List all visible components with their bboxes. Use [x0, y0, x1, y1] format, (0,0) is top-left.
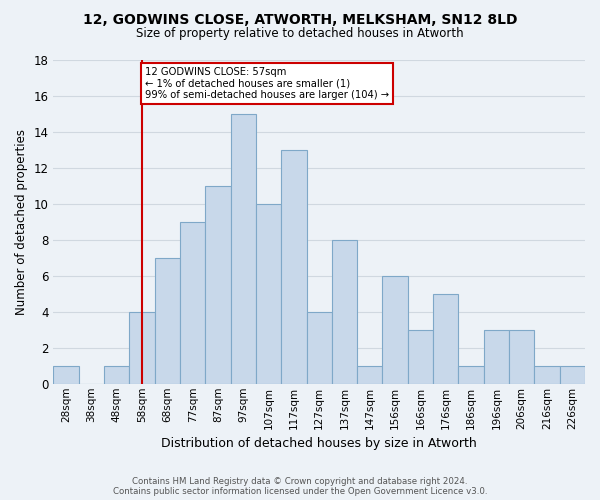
Bar	[535, 366, 560, 384]
Bar	[256, 204, 281, 384]
Bar	[180, 222, 205, 384]
Bar	[332, 240, 357, 384]
Text: 12, GODWINS CLOSE, ATWORTH, MELKSHAM, SN12 8LD: 12, GODWINS CLOSE, ATWORTH, MELKSHAM, SN…	[83, 12, 517, 26]
Bar	[130, 312, 155, 384]
Bar	[53, 366, 79, 384]
Bar	[408, 330, 433, 384]
Bar	[205, 186, 230, 384]
Bar	[458, 366, 484, 384]
Bar	[433, 294, 458, 384]
Bar	[155, 258, 180, 384]
Bar	[560, 366, 585, 384]
Text: 12 GODWINS CLOSE: 57sqm
← 1% of detached houses are smaller (1)
99% of semi-deta: 12 GODWINS CLOSE: 57sqm ← 1% of detached…	[145, 67, 389, 100]
X-axis label: Distribution of detached houses by size in Atworth: Distribution of detached houses by size …	[161, 437, 477, 450]
Y-axis label: Number of detached properties: Number of detached properties	[15, 129, 28, 315]
Bar	[230, 114, 256, 384]
Text: Contains HM Land Registry data © Crown copyright and database right 2024.
Contai: Contains HM Land Registry data © Crown c…	[113, 476, 487, 496]
Text: Size of property relative to detached houses in Atworth: Size of property relative to detached ho…	[136, 28, 464, 40]
Bar	[509, 330, 535, 384]
Bar	[307, 312, 332, 384]
Bar	[382, 276, 408, 384]
Bar	[484, 330, 509, 384]
Bar	[357, 366, 382, 384]
Bar	[104, 366, 130, 384]
Bar	[281, 150, 307, 384]
